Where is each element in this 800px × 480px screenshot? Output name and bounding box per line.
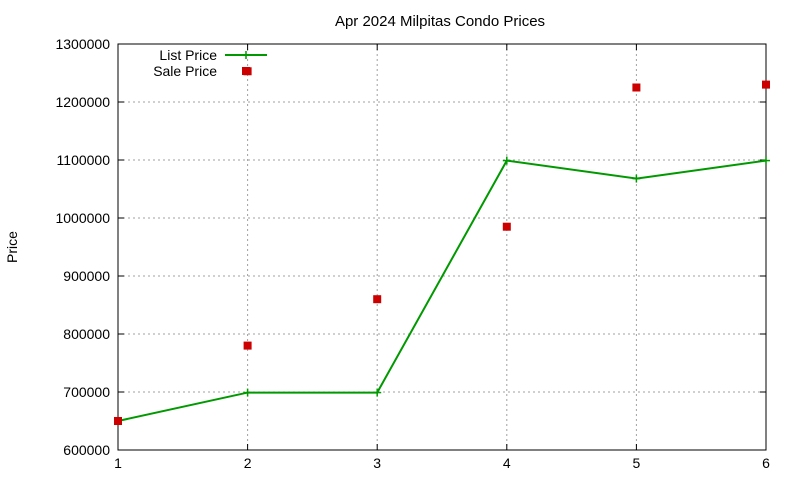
- y-tick-label: 900000: [63, 268, 110, 284]
- legend-swatch-marker: [242, 67, 250, 75]
- legend-swatch-marker: [242, 51, 250, 59]
- data-point: [502, 156, 511, 165]
- y-tick-label: 700000: [63, 384, 110, 400]
- legend-entry: Sale Price: [153, 63, 250, 79]
- y-axis-label: Price: [4, 231, 20, 263]
- y-tick-label: 600000: [63, 442, 110, 458]
- y-tick-label: 1000000: [55, 210, 110, 226]
- series-sale-price: [114, 80, 770, 425]
- x-tick-label: 4: [503, 455, 511, 471]
- x-tick-label: 2: [244, 455, 252, 471]
- data-point: [373, 295, 382, 304]
- y-tick-label: 800000: [63, 326, 110, 342]
- y-tick-label: 1200000: [55, 94, 110, 110]
- legend-entry: List Price: [159, 47, 267, 63]
- data-point: [114, 417, 122, 425]
- x-tick-label: 6: [762, 455, 770, 471]
- axis-ticks: 6000007000008000009000001000000110000012…: [55, 36, 770, 471]
- data-point: [373, 388, 382, 397]
- data-point: [632, 174, 641, 183]
- plot-frame: [117, 43, 767, 451]
- grid: [118, 44, 766, 450]
- data-point: [762, 156, 770, 165]
- data-point: [243, 388, 252, 397]
- data-point: [243, 341, 252, 350]
- data-point: [632, 83, 641, 92]
- x-tick-label: 3: [373, 455, 381, 471]
- legend-label: Sale Price: [153, 63, 217, 79]
- y-tick-label: 1300000: [55, 36, 110, 52]
- chart-title: Apr 2024 Milpitas Condo Prices: [335, 13, 545, 30]
- data-point: [762, 80, 770, 89]
- y-tick-label: 1100000: [57, 152, 111, 168]
- x-tick-label: 1: [114, 455, 122, 471]
- data-point: [502, 222, 511, 231]
- x-tick-label: 5: [633, 455, 641, 471]
- legend-label: List Price: [159, 47, 217, 63]
- series-line: [117, 159, 767, 422]
